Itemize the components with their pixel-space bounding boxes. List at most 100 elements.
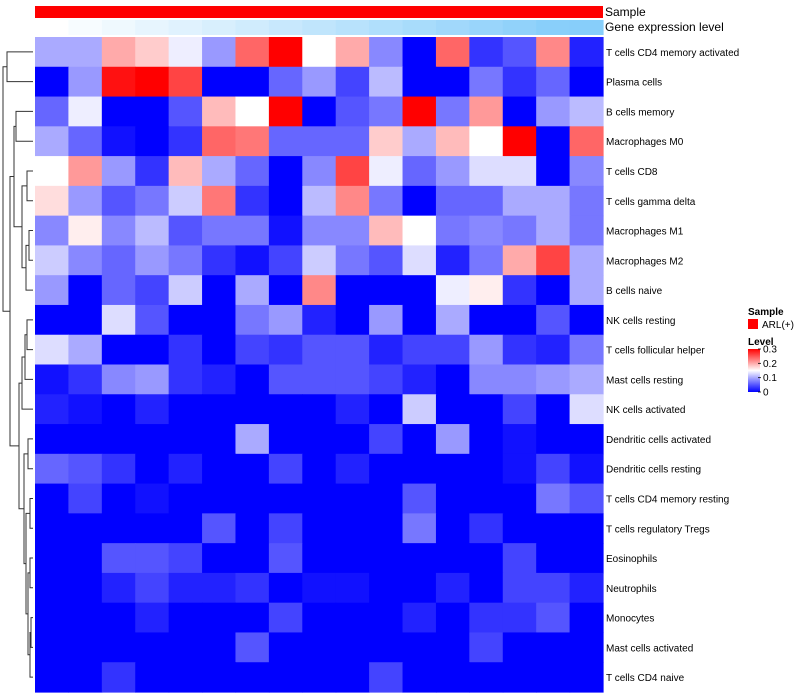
heatmap-cell xyxy=(469,662,504,693)
heatmap-cell xyxy=(268,96,303,127)
heatmap-cell xyxy=(502,156,537,187)
heatmap-cell xyxy=(536,126,571,157)
heatmap-cell xyxy=(302,602,337,634)
heatmap-cell xyxy=(101,543,136,574)
heatmap-cell xyxy=(569,543,604,574)
heatmap-cell xyxy=(68,662,103,693)
heatmap-cell xyxy=(435,215,470,247)
heatmap-cell xyxy=(35,513,70,544)
gene-expression-annotation-cell xyxy=(435,20,470,35)
heatmap-cell xyxy=(335,245,370,276)
heatmap-cell xyxy=(35,602,70,634)
heatmap-cell xyxy=(402,334,437,366)
heatmap-cell xyxy=(235,96,270,127)
heatmap-cell xyxy=(335,424,370,455)
heatmap-cell xyxy=(502,334,537,366)
heatmap-cell xyxy=(402,275,437,306)
heatmap-cell xyxy=(335,483,370,514)
heatmap-cell xyxy=(68,602,103,634)
legend-level-colorbar xyxy=(748,349,760,392)
heatmap-cell xyxy=(168,364,203,395)
gene-expression-annotation-cell xyxy=(268,20,303,35)
heatmap-cell xyxy=(35,215,70,247)
heatmap-cell xyxy=(435,334,470,366)
heatmap-cell xyxy=(268,37,303,68)
heatmap-cell xyxy=(202,334,237,366)
heatmap-cell xyxy=(235,245,270,276)
heatmap-cell xyxy=(101,364,136,395)
heatmap-cell xyxy=(435,483,470,514)
heatmap-cell xyxy=(435,453,470,485)
heatmap-cell xyxy=(369,632,404,663)
heatmap-cell xyxy=(569,156,604,187)
heatmap-cell xyxy=(402,304,437,336)
heatmap-cell xyxy=(569,453,604,485)
heatmap-cell xyxy=(302,304,337,336)
heatmap-cell xyxy=(101,483,136,514)
heatmap-cell xyxy=(536,304,571,336)
heatmap-cell xyxy=(569,364,604,395)
heatmap-cell xyxy=(469,156,504,187)
gene-expression-annotation-cell xyxy=(168,20,203,35)
heatmap-cell xyxy=(302,394,337,425)
heatmap-cell xyxy=(469,96,504,127)
heatmap-cell xyxy=(402,632,437,663)
row-label: T cells regulatory Tregs xyxy=(606,524,710,535)
legend-sample-label: ARL(+) xyxy=(762,320,794,331)
heatmap-cell xyxy=(335,96,370,127)
heatmap-cell xyxy=(168,424,203,455)
legend-level-title: Level xyxy=(748,337,774,348)
heatmap-cell xyxy=(35,543,70,574)
gene-expression-annotation-cell xyxy=(335,20,370,35)
heatmap-cell xyxy=(168,543,203,574)
heatmap-cell xyxy=(536,513,571,544)
gene-expression-annotation-cell xyxy=(469,20,504,35)
heatmap-cell xyxy=(569,424,604,455)
heatmap-cell xyxy=(536,37,571,68)
heatmap-cell xyxy=(68,424,103,455)
heatmap-cell xyxy=(302,632,337,663)
heatmap-cell xyxy=(569,66,604,98)
gene-expression-annotation-cell xyxy=(135,20,170,35)
heatmap-cell xyxy=(101,275,136,306)
heatmap-cell xyxy=(402,513,437,544)
heatmap-cell xyxy=(168,572,203,604)
heatmap-cell xyxy=(469,334,504,366)
heatmap-cell xyxy=(302,543,337,574)
heatmap-cell xyxy=(469,185,504,217)
heatmap-cell xyxy=(268,66,303,98)
heatmap-cell xyxy=(369,334,404,366)
heatmap-cell xyxy=(235,662,270,693)
heatmap-cell xyxy=(235,453,270,485)
heatmap-cell xyxy=(369,483,404,514)
heatmap-cell xyxy=(235,602,270,634)
heatmap-cell xyxy=(335,334,370,366)
heatmap-cell xyxy=(101,632,136,663)
heatmap-cell xyxy=(335,304,370,336)
gene-expression-annotation-cell xyxy=(569,20,604,35)
heatmap-cell xyxy=(502,572,537,604)
heatmap-cell xyxy=(369,156,404,187)
heatmap-cell xyxy=(435,185,470,217)
heatmap-cell xyxy=(435,66,470,98)
heatmap-cell xyxy=(502,394,537,425)
heatmap-cell xyxy=(469,126,504,157)
heatmap-cell xyxy=(135,245,170,276)
heatmap-cell xyxy=(569,662,604,693)
heatmap-cell xyxy=(168,662,203,693)
heatmap-cell xyxy=(68,632,103,663)
heatmap-cell xyxy=(35,394,70,425)
heatmap-cell xyxy=(135,483,170,514)
heatmap-cell xyxy=(536,96,571,127)
heatmap-cell xyxy=(302,572,337,604)
heatmap-cell xyxy=(569,37,604,68)
heatmap-cell xyxy=(402,126,437,157)
heatmap-cell xyxy=(268,662,303,693)
gene-expression-annotation-cell xyxy=(502,20,537,35)
heatmap-cell xyxy=(302,275,337,306)
row-label: Plasma cells xyxy=(606,78,662,89)
dendrogram-branch xyxy=(30,617,33,648)
heatmap-cell xyxy=(502,37,537,68)
heatmap-cell xyxy=(35,275,70,306)
